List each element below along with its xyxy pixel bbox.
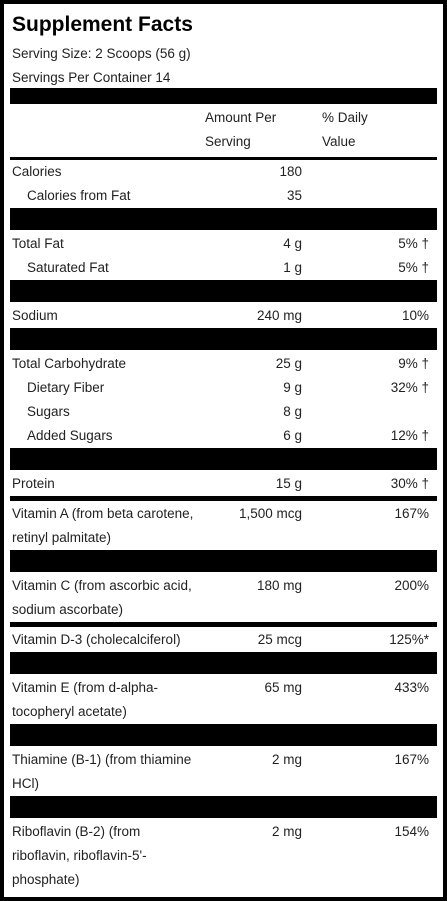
nutrient-name: Calories from Fat: [27, 188, 131, 203]
nutrient-daily-value: 9% †: [398, 356, 429, 371]
nutrient-name: Riboflavin (B-2) (from: [12, 824, 141, 839]
serving-size: Serving Size: 2 Scoops (56 g): [12, 46, 191, 61]
thick-divider: [10, 652, 437, 674]
nutrient-amount: 15 g: [275, 476, 302, 491]
thick-divider: [10, 328, 437, 350]
nutrient-amount: 2 mg: [271, 752, 302, 767]
thick-divider: [10, 208, 437, 230]
nutrient-amount: 6 g: [283, 428, 302, 443]
nutrient-name: Sugars: [27, 404, 70, 419]
nutrient-amount: 1,500 mcg: [238, 506, 302, 521]
thick-divider: [10, 448, 437, 470]
nutrient-amount: 25 mcg: [257, 632, 302, 647]
nutrient-name: Vitamin E (from d-alpha-: [12, 680, 159, 695]
nutrient-name-cont: riboflavin, riboflavin-5'-: [12, 848, 147, 863]
nutrient-name: Added Sugars: [27, 428, 113, 443]
nutrient-daily-value: 12% †: [390, 428, 429, 443]
nutrient-daily-value: 200%: [394, 578, 429, 593]
nutrient-amount: 1 g: [283, 260, 302, 275]
divider-rule: [10, 622, 437, 627]
nutrient-daily-value: 167%: [394, 752, 429, 767]
nutrient-daily-value: 5% †: [398, 260, 429, 275]
nutrient-name-cont: tocopheryl acetate): [12, 704, 127, 719]
nutrient-name: Vitamin D-3 (cholecalciferol): [12, 632, 181, 647]
nutrient-amount: 4 g: [283, 236, 302, 251]
nutrient-amount: 9 g: [283, 380, 302, 395]
nutrient-name: Calories: [12, 164, 62, 179]
amount-header-line1: Amount Per: [205, 110, 277, 125]
nutrient-name: Dietary Fiber: [27, 380, 105, 395]
nutrient-daily-value: 30% †: [390, 476, 429, 491]
nutrient-name-cont: sodium ascorbate): [12, 602, 124, 617]
amount-header-line2: Serving: [205, 134, 251, 149]
nutrient-name: Total Carbohydrate: [12, 356, 127, 371]
thick-divider: [10, 280, 437, 302]
divider-rule: [10, 496, 437, 501]
thick-divider: [10, 88, 437, 104]
nutrient-name: Sodium: [12, 308, 58, 323]
nutrient-amount: 8 g: [283, 404, 302, 419]
nutrient-name-cont: phosphate): [12, 872, 80, 887]
nutrient-daily-value: 10%: [401, 308, 429, 323]
nutrient-name: Saturated Fat: [27, 260, 109, 275]
nutrient-daily-value: 5% †: [398, 236, 429, 251]
nutrient-name: Thiamine (B-1) (from thiamine: [12, 752, 192, 767]
nutrient-daily-value: 32% †: [390, 380, 429, 395]
nutrient-daily-value: 154%: [394, 824, 429, 839]
nutrient-amount: 65 mg: [264, 680, 302, 695]
thick-divider: [10, 724, 437, 746]
nutrient-name: Protein: [12, 476, 55, 491]
nutrient-amount: 180 mg: [256, 578, 302, 593]
nutrient-amount: 2 mg: [271, 824, 302, 839]
nutrient-daily-value: 167%: [394, 506, 429, 521]
nutrient-name: Vitamin A (from beta carotene,: [12, 506, 194, 521]
nutrient-amount: 180: [279, 164, 302, 179]
dv-header-line2: Value: [322, 134, 356, 149]
panel-title: Supplement Facts: [12, 13, 193, 36]
thick-divider: [10, 550, 437, 572]
nutrient-name-cont: HCl): [12, 776, 39, 791]
nutrient-name-cont: retinyl palmitate): [12, 530, 112, 545]
thick-divider: [10, 796, 437, 818]
nutrient-amount: 25 g: [275, 356, 302, 371]
nutrient-name: Total Fat: [12, 236, 64, 251]
servings-per-container: Servings Per Container 14: [12, 70, 171, 85]
nutrient-daily-value: 433%: [394, 680, 429, 695]
divider-rule: [10, 157, 437, 160]
nutrient-amount: 35: [286, 188, 302, 203]
nutrient-amount: 240 mg: [256, 308, 302, 323]
dv-header-line1: % Daily: [322, 110, 368, 125]
nutrient-name: Vitamin C (from ascorbic acid,: [12, 578, 192, 593]
nutrient-daily-value: 125%*: [389, 632, 429, 647]
